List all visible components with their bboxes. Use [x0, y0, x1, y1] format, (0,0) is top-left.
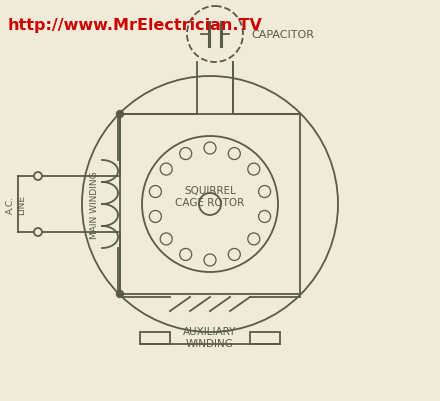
Text: http://www.MrElectrician.TV: http://www.MrElectrician.TV [8, 18, 263, 33]
Circle shape [82, 77, 338, 332]
Circle shape [187, 7, 243, 63]
Circle shape [117, 111, 124, 118]
Text: MAIN WINDING: MAIN WINDING [89, 171, 99, 238]
Bar [140, 332, 170, 344]
Text: CAPACITOR: CAPACITOR [251, 30, 314, 40]
Circle shape [142, 137, 278, 272]
Text: SQUIRREL
CAGE ROTOR: SQUIRREL CAGE ROTOR [176, 186, 245, 207]
Text: AUXILIARY
WINDING: AUXILIARY WINDING [183, 326, 237, 348]
Circle shape [117, 291, 124, 298]
Text: A.C.
LINE: A.C. LINE [6, 194, 26, 215]
Bar [120, 115, 300, 294]
Bar [250, 332, 280, 344]
